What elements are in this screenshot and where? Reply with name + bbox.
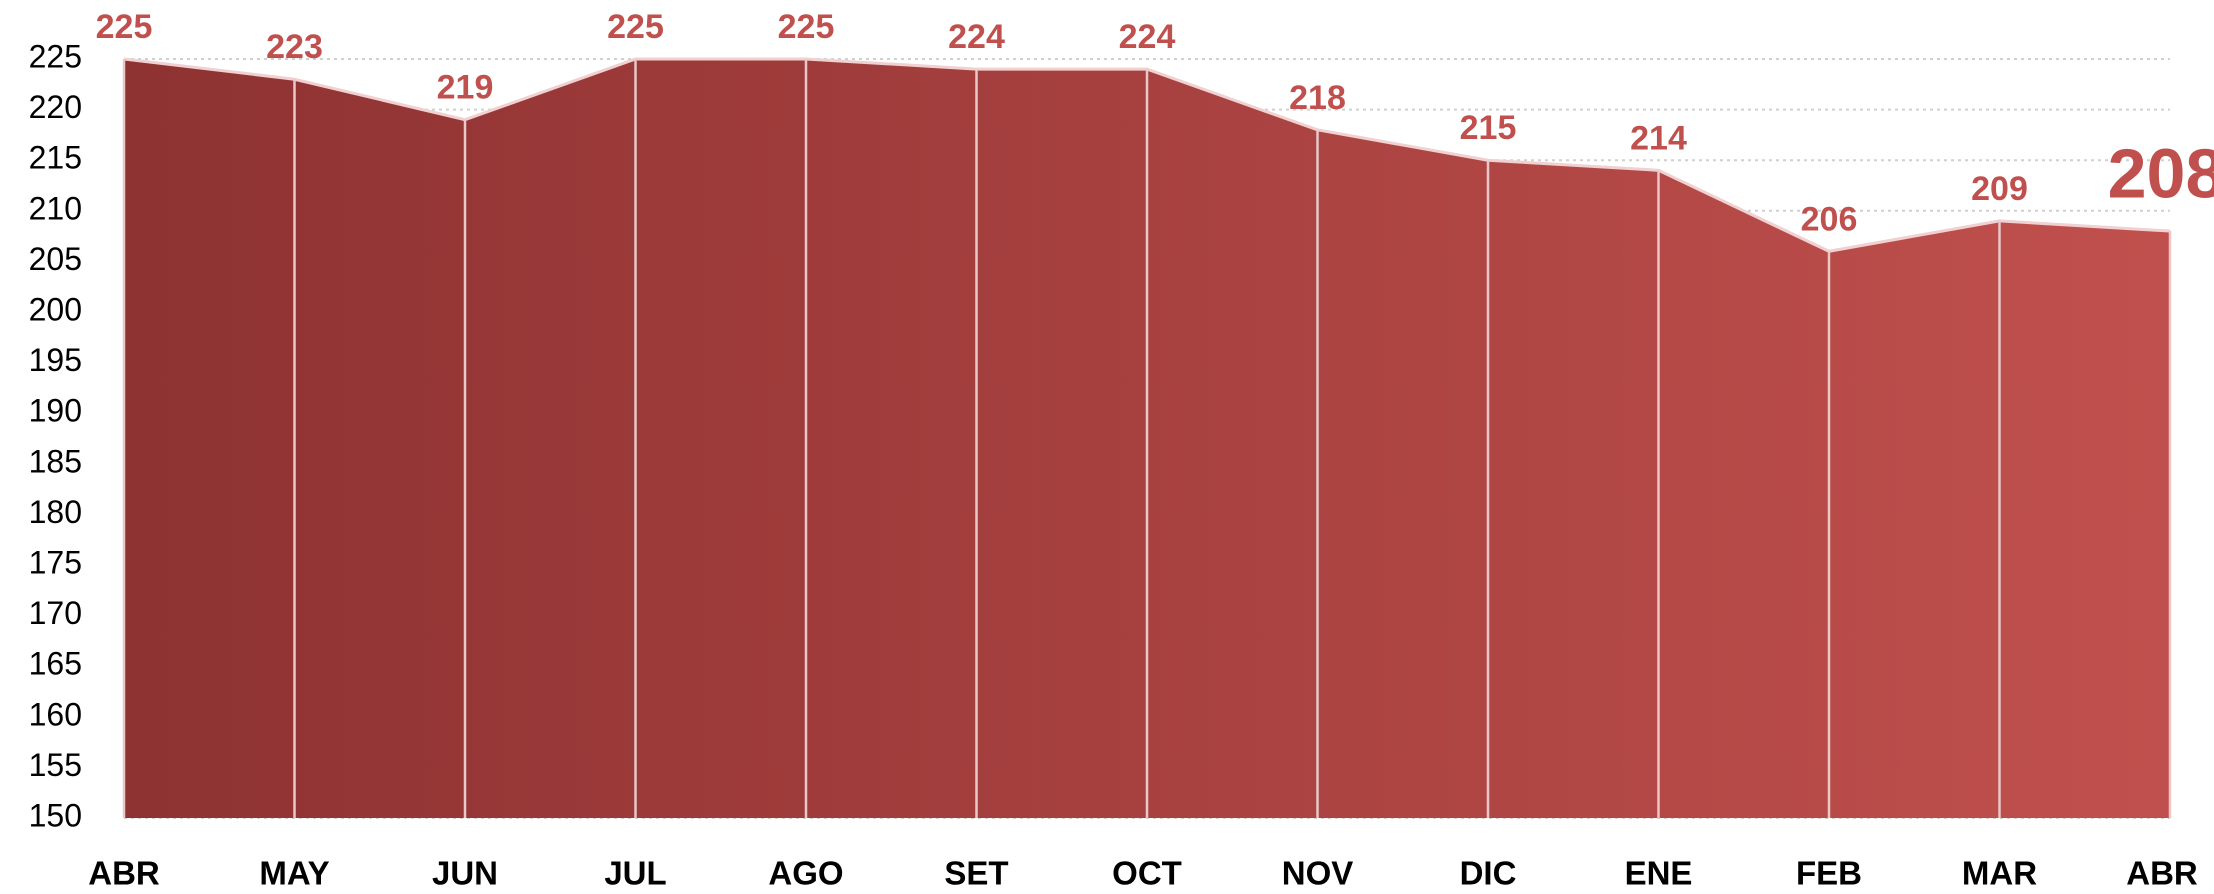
y-tick-label: 175 [29,544,82,580]
x-tick-label: AGO [768,855,843,892]
value-label: 214 [1630,119,1687,157]
value-label: 223 [266,28,323,66]
y-tick-label: 225 [29,38,82,74]
y-tick-label: 215 [29,140,82,176]
y-tick-label: 165 [29,646,82,682]
value-label: 224 [1119,18,1176,56]
value-label: 206 [1801,200,1858,238]
x-tick-label: FEB [1796,855,1862,892]
x-tick-label: JUL [604,855,666,892]
value-label: 225 [778,8,835,46]
x-tick-label: SET [944,855,1008,892]
x-tick-label: OCT [1112,855,1182,892]
x-tick-label: ENE [1625,855,1693,892]
x-tick-label: ABR [2126,855,2198,892]
y-tick-label: 195 [29,342,82,378]
y-tick-label: 220 [29,89,82,125]
value-label: 208 [2108,135,2214,213]
value-label: 224 [948,18,1005,56]
value-label: 219 [437,69,494,107]
x-tick-label: DIC [1460,855,1517,892]
y-tick-label: 160 [29,696,82,732]
y-tick-label: 185 [29,443,82,479]
value-label: 225 [96,8,153,46]
x-tick-label: MAY [259,855,329,892]
y-tick-label: 180 [29,494,82,530]
y-tick-label: 200 [29,291,82,327]
x-tick-label: NOV [1282,855,1354,892]
x-tick-label: MAR [1962,855,2037,892]
value-label: 225 [607,8,664,46]
y-tick-label: 205 [29,241,82,277]
y-tick-label: 210 [29,190,82,226]
value-label: 209 [1971,170,2028,208]
value-label: 218 [1289,79,1346,117]
x-tick-label: JUN [432,855,498,892]
y-tick-label: 150 [29,797,82,833]
x-tick-label: ABR [88,855,160,892]
y-tick-label: 170 [29,595,82,631]
y-tick-label: 190 [29,393,82,429]
y-tick-label: 155 [29,747,82,783]
value-label: 215 [1460,109,1517,147]
